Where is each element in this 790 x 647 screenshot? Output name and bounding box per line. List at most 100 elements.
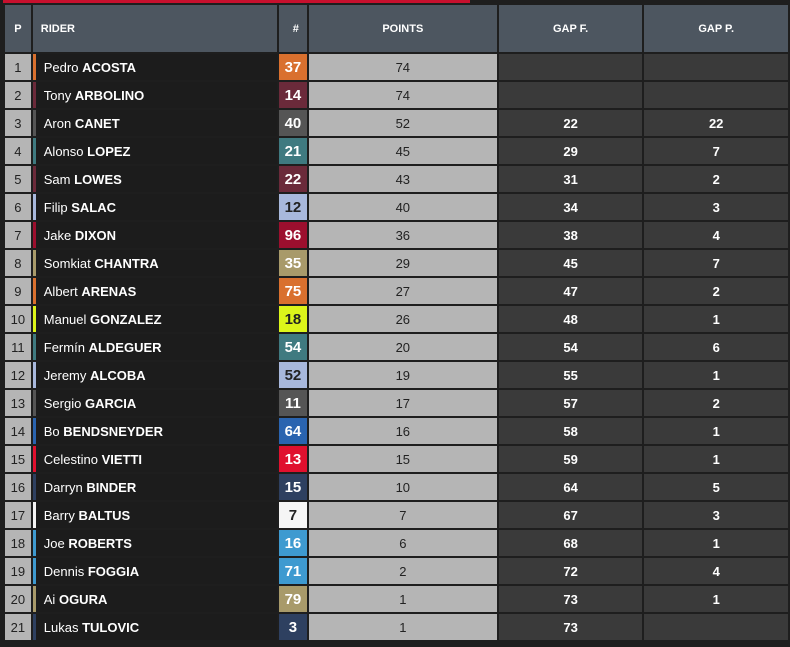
position: 8: [5, 250, 31, 276]
table-row[interactable]: 17 Barry BALTUS 7 7 67 3: [5, 502, 788, 528]
table-row[interactable]: 10 Manuel GONZALEZ 18 26 48 1: [5, 306, 788, 332]
gap-previous: 3: [644, 502, 788, 528]
rider-first-name: Lukas: [43, 619, 79, 635]
gap-previous: 1: [644, 530, 788, 556]
rider-name[interactable]: Ai OGURA: [32, 586, 278, 612]
rider-first-name: Manuel: [43, 311, 87, 327]
rider-number: 54: [279, 334, 307, 360]
table-row[interactable]: 13 Sergio GARCIA 11 17 57 2: [5, 390, 788, 416]
points: 1: [308, 586, 497, 612]
rider-last-name: ALCOBA: [90, 367, 146, 383]
table-row[interactable]: 12 Jeremy ALCOBA 52 19 55 1: [5, 362, 788, 388]
rider-name[interactable]: Somkiat CHANTRA: [32, 250, 278, 276]
gap-first: 45: [498, 250, 643, 276]
table-row[interactable]: 20 Ai OGURA 79 1 73 1: [5, 586, 788, 612]
header-rider[interactable]: RIDER: [32, 5, 278, 52]
points: 7: [308, 502, 497, 528]
table-row[interactable]: 6 Filip SALAC 12 40 34 3: [5, 194, 788, 220]
gap-first: 29: [498, 138, 643, 164]
rider-first-name: Celestino: [43, 451, 98, 467]
table-row[interactable]: 18 Joe ROBERTS 16 6 68 1: [5, 530, 788, 556]
gap-previous: 1: [644, 418, 788, 444]
rider-last-name: ALDEGUER: [88, 339, 162, 355]
rider-number: 22: [279, 166, 307, 192]
rider-name[interactable]: Sergio GARCIA: [32, 390, 278, 416]
gap-first: 48: [498, 306, 643, 332]
gap-first: 67: [498, 502, 643, 528]
table-row[interactable]: 16 Darryn BINDER 15 10 64 5: [5, 474, 788, 500]
position: 2: [5, 82, 31, 108]
points: 1: [308, 614, 497, 640]
gap-previous: [644, 82, 788, 108]
points: 26: [308, 306, 497, 332]
header-gap-first[interactable]: GAP F.: [498, 5, 643, 52]
table-row[interactable]: 5 Sam LOWES 22 43 31 2: [5, 166, 788, 192]
gap-first: 31: [498, 166, 643, 192]
table-row[interactable]: 1 Pedro ACOSTA 37 74: [5, 54, 788, 80]
rider-first-name: Aron: [43, 115, 72, 131]
rider-last-name: ARBOLINO: [74, 87, 145, 103]
rider-name[interactable]: Tony ARBOLINO: [32, 82, 278, 108]
table-row[interactable]: 14 Bo BENDSNEYDER 64 16 58 1: [5, 418, 788, 444]
rider-name[interactable]: Lukas TULOVIC: [32, 614, 278, 640]
rider-name[interactable]: Darryn BINDER: [32, 474, 278, 500]
table-row[interactable]: 15 Celestino VIETTI 13 15 59 1: [5, 446, 788, 472]
rider-name[interactable]: Albert ARENAS: [32, 278, 278, 304]
header-points[interactable]: POINTS: [308, 5, 497, 52]
rider-first-name: Albert: [43, 283, 78, 299]
rider-number: 21: [279, 138, 307, 164]
position: 19: [5, 558, 31, 584]
table-row[interactable]: 11 Fermín ALDEGUER 54 20 54 6: [5, 334, 788, 360]
rider-name[interactable]: Joe ROBERTS: [32, 530, 278, 556]
rider-last-name: CHANTRA: [94, 255, 159, 271]
table-row[interactable]: 19 Dennis FOGGIA 71 2 72 4: [5, 558, 788, 584]
rider-first-name: Sam: [43, 171, 71, 187]
gap-previous: [644, 54, 788, 80]
rider-name[interactable]: Celestino VIETTI: [32, 446, 278, 472]
rider-name[interactable]: Sam LOWES: [32, 166, 278, 192]
rider-name[interactable]: Jake DIXON: [32, 222, 278, 248]
header-number[interactable]: #: [279, 5, 307, 52]
rider-name[interactable]: Pedro ACOSTA: [32, 54, 278, 80]
position: 17: [5, 502, 31, 528]
rider-first-name: Fermín: [43, 339, 85, 355]
rider-name[interactable]: Filip SALAC: [32, 194, 278, 220]
table-row[interactable]: 9 Albert ARENAS 75 27 47 2: [5, 278, 788, 304]
table-row[interactable]: 21 Lukas TULOVIC 3 1 73: [5, 614, 788, 640]
rider-name[interactable]: Jeremy ALCOBA: [32, 362, 278, 388]
rider-name[interactable]: Fermín ALDEGUER: [32, 334, 278, 360]
points: 16: [308, 418, 497, 444]
header-position[interactable]: P: [5, 5, 31, 52]
gap-previous: [644, 614, 788, 640]
rider-name[interactable]: Alonso LOPEZ: [32, 138, 278, 164]
rider-name[interactable]: Dennis FOGGIA: [32, 558, 278, 584]
position: 10: [5, 306, 31, 332]
gap-first: 38: [498, 222, 643, 248]
gap-first: 54: [498, 334, 643, 360]
rider-name[interactable]: Barry BALTUS: [32, 502, 278, 528]
rider-number: 7: [279, 502, 307, 528]
gap-first: [498, 54, 643, 80]
header-gap-previous[interactable]: GAP P.: [644, 5, 788, 52]
table-row[interactable]: 8 Somkiat CHANTRA 35 29 45 7: [5, 250, 788, 276]
rider-last-name: LOWES: [74, 171, 122, 187]
gap-first: 34: [498, 194, 643, 220]
rider-name[interactable]: Aron CANET: [32, 110, 278, 136]
table-row[interactable]: 2 Tony ARBOLINO 14 74: [5, 82, 788, 108]
table-row[interactable]: 4 Alonso LOPEZ 21 45 29 7: [5, 138, 788, 164]
gap-first: [498, 82, 643, 108]
position: 14: [5, 418, 31, 444]
rider-name[interactable]: Manuel GONZALEZ: [32, 306, 278, 332]
position: 20: [5, 586, 31, 612]
rider-number: 52: [279, 362, 307, 388]
rider-number: 75: [279, 278, 307, 304]
rider-first-name: Darryn: [43, 479, 83, 495]
points: 74: [308, 82, 497, 108]
table-row[interactable]: 7 Jake DIXON 96 36 38 4: [5, 222, 788, 248]
gap-first: 68: [498, 530, 643, 556]
rider-number: 35: [279, 250, 307, 276]
rider-first-name: Alonso: [43, 143, 84, 159]
rider-name[interactable]: Bo BENDSNEYDER: [32, 418, 278, 444]
table-row[interactable]: 3 Aron CANET 40 52 22 22: [5, 110, 788, 136]
rider-last-name: SALAC: [71, 199, 117, 215]
